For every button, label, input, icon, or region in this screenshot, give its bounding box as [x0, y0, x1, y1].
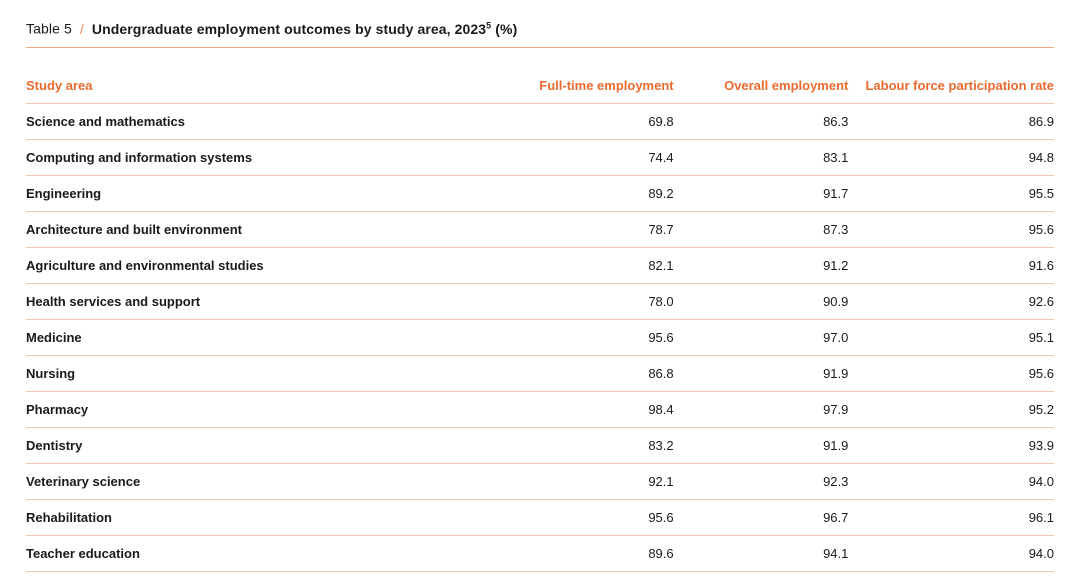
table-container: Table 5 / Undergraduate employment outco… [0, 0, 1080, 580]
cell-study-area: Teacher education [26, 535, 489, 571]
cell-labour-force: 93.9 [848, 427, 1054, 463]
cell-overall: 94.1 [674, 535, 849, 571]
cell-overall: 96.7 [674, 499, 849, 535]
cell-labour-force: 95.2 [848, 391, 1054, 427]
cell-study-area: Computing and information systems [26, 139, 489, 175]
caption-separator: / [76, 21, 88, 37]
table-row: Science and mathematics69.886.386.9 [26, 103, 1054, 139]
cell-fulltime: 78.0 [489, 283, 674, 319]
table-row: Agriculture and environmental studies82.… [26, 247, 1054, 283]
cell-study-area: Medicine [26, 319, 489, 355]
cell-fulltime: 89.6 [489, 535, 674, 571]
cell-overall: 92.3 [674, 463, 849, 499]
cell-labour-force: 95.1 [848, 319, 1054, 355]
cell-study-area: Dentistry [26, 427, 489, 463]
title-unit: (%) [491, 21, 517, 37]
cell-overall: 97.9 [674, 391, 849, 427]
employment-table: Study area Full-time employment Overall … [26, 78, 1054, 572]
table-row: Nursing86.891.995.6 [26, 355, 1054, 391]
col-fulltime: Full-time employment [489, 78, 674, 104]
cell-overall: 91.9 [674, 355, 849, 391]
cell-labour-force: 94.0 [848, 463, 1054, 499]
cell-study-area: Engineering [26, 175, 489, 211]
table-row: Architecture and built environment78.787… [26, 211, 1054, 247]
cell-overall: 91.2 [674, 247, 849, 283]
cell-study-area: Pharmacy [26, 391, 489, 427]
cell-overall: 86.3 [674, 103, 849, 139]
cell-fulltime: 92.1 [489, 463, 674, 499]
table-caption: Table 5 / Undergraduate employment outco… [26, 20, 1054, 37]
table-title: Undergraduate employment outcomes by stu… [92, 21, 517, 37]
cell-study-area: Nursing [26, 355, 489, 391]
cell-labour-force: 94.0 [848, 535, 1054, 571]
table-row: Medicine95.697.095.1 [26, 319, 1054, 355]
cell-labour-force: 92.6 [848, 283, 1054, 319]
col-study-area: Study area [26, 78, 489, 104]
cell-overall: 91.7 [674, 175, 849, 211]
cell-labour-force: 94.8 [848, 139, 1054, 175]
col-labour-force: Labour force participation rate [848, 78, 1054, 104]
cell-overall: 87.3 [674, 211, 849, 247]
cell-fulltime: 82.1 [489, 247, 674, 283]
cell-study-area: Architecture and built environment [26, 211, 489, 247]
title-text: Undergraduate employment outcomes by stu… [92, 21, 486, 37]
cell-fulltime: 89.2 [489, 175, 674, 211]
cell-labour-force: 95.5 [848, 175, 1054, 211]
cell-labour-force: 96.1 [848, 499, 1054, 535]
cell-fulltime: 95.6 [489, 499, 674, 535]
col-overall: Overall employment [674, 78, 849, 104]
cell-labour-force: 95.6 [848, 355, 1054, 391]
cell-study-area: Veterinary science [26, 463, 489, 499]
top-rule [26, 47, 1054, 48]
cell-overall: 90.9 [674, 283, 849, 319]
table-row: Teacher education89.694.194.0 [26, 535, 1054, 571]
cell-fulltime: 78.7 [489, 211, 674, 247]
table-row: Health services and support78.090.992.6 [26, 283, 1054, 319]
cell-fulltime: 69.8 [489, 103, 674, 139]
cell-fulltime: 86.8 [489, 355, 674, 391]
table-row: Veterinary science92.192.394.0 [26, 463, 1054, 499]
table-body: Science and mathematics69.886.386.9Compu… [26, 103, 1054, 571]
cell-labour-force: 91.6 [848, 247, 1054, 283]
table-number: Table 5 [26, 21, 72, 37]
cell-overall: 91.9 [674, 427, 849, 463]
cell-fulltime: 74.4 [489, 139, 674, 175]
cell-study-area: Rehabilitation [26, 499, 489, 535]
cell-labour-force: 95.6 [848, 211, 1054, 247]
cell-study-area: Agriculture and environmental studies [26, 247, 489, 283]
cell-fulltime: 95.6 [489, 319, 674, 355]
cell-study-area: Health services and support [26, 283, 489, 319]
cell-study-area: Science and mathematics [26, 103, 489, 139]
table-header-row: Study area Full-time employment Overall … [26, 78, 1054, 104]
cell-overall: 97.0 [674, 319, 849, 355]
table-row: Engineering89.291.795.5 [26, 175, 1054, 211]
table-row: Pharmacy98.497.995.2 [26, 391, 1054, 427]
cell-overall: 83.1 [674, 139, 849, 175]
cell-fulltime: 83.2 [489, 427, 674, 463]
table-row: Rehabilitation95.696.796.1 [26, 499, 1054, 535]
table-row: Computing and information systems74.483.… [26, 139, 1054, 175]
cell-fulltime: 98.4 [489, 391, 674, 427]
cell-labour-force: 86.9 [848, 103, 1054, 139]
table-row: Dentistry83.291.993.9 [26, 427, 1054, 463]
